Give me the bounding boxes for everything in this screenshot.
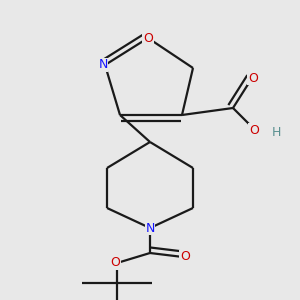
Text: O: O [110,256,120,269]
Text: O: O [180,250,190,263]
Text: H: H [271,127,281,140]
Text: O: O [248,71,258,85]
Text: N: N [98,58,108,71]
Text: O: O [143,32,153,44]
Text: O: O [249,124,259,136]
Text: N: N [145,221,155,235]
